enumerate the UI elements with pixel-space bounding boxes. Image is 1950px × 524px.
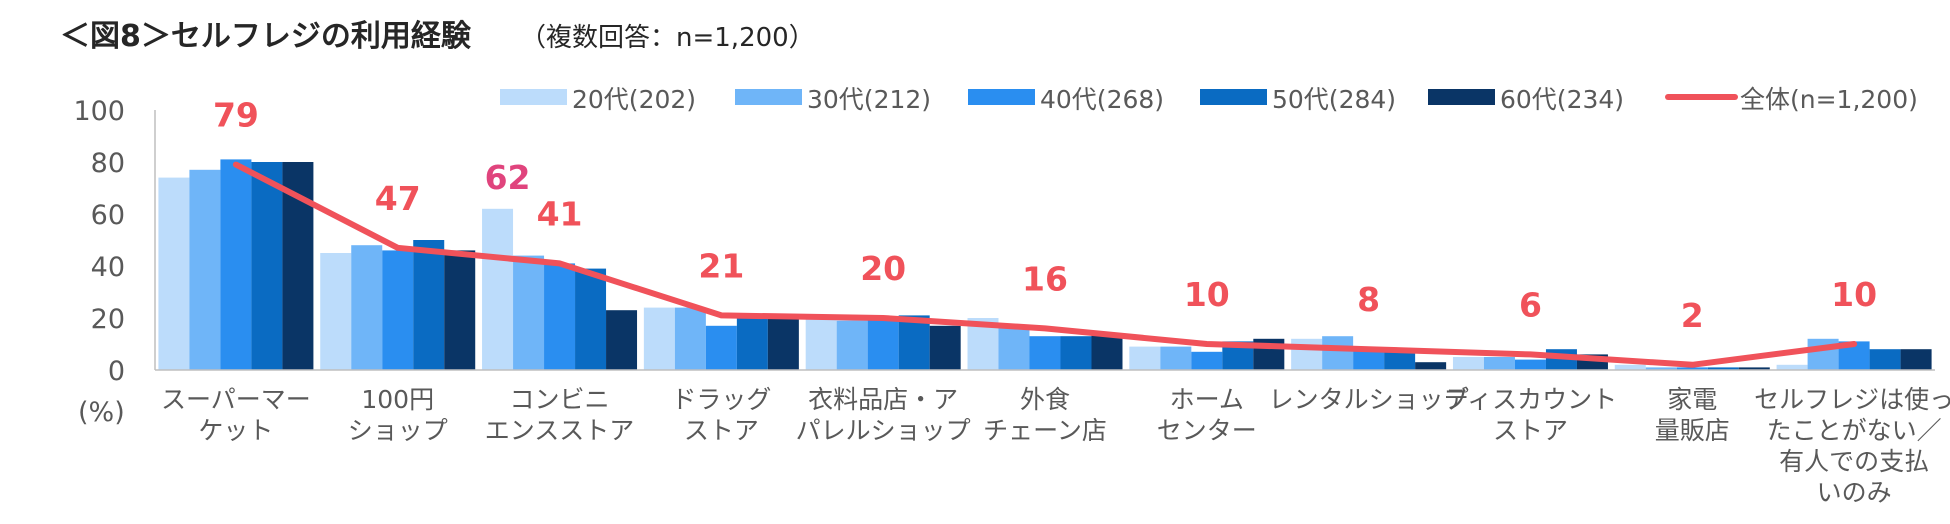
bar (351, 245, 383, 370)
bar (1129, 346, 1161, 370)
bar (836, 320, 868, 370)
bar (575, 268, 607, 370)
category-label: ディスカウントストア (1444, 385, 1617, 445)
total-line (232, 161, 1858, 368)
bar (513, 255, 545, 370)
category-label: 家電量販店 (1655, 385, 1730, 445)
bar (736, 318, 768, 370)
bar (1676, 367, 1708, 370)
bar (220, 159, 252, 370)
legend-swatch (968, 89, 1035, 105)
bar (1900, 349, 1932, 370)
legend-label: 50代(284) (1272, 85, 1396, 114)
bar (1415, 362, 1447, 370)
data-label: 10 (1184, 275, 1230, 314)
legend-label: 40代(268) (1040, 85, 1164, 114)
bar (705, 325, 737, 370)
data-label: 8 (1357, 280, 1380, 319)
bar (606, 310, 638, 370)
x-axis: スーパーマーケット 100円ショップコンビニエンスストアドラッグストア衣料品店・ア… (155, 369, 1950, 507)
legend: 20代(202) 30代(212) 40代(268) 50代(284) 60代(234)… (500, 85, 1918, 114)
bar (1869, 349, 1901, 370)
y-axis: 0 20 40 60 80 100 (73, 96, 156, 387)
bar (1191, 351, 1223, 370)
category-label: レンタルショップ (1269, 385, 1469, 414)
data-label: 2 (1681, 296, 1704, 335)
category-label: ドラッグストア (671, 385, 771, 445)
legend-swatch (500, 89, 567, 105)
bar (1353, 349, 1385, 370)
bar (1483, 357, 1515, 370)
legend-swatch (1200, 89, 1267, 105)
category-label: セルフレジは使ったことがない／有人での支払いのみ (1754, 385, 1950, 507)
data-label: 16 (1022, 259, 1068, 298)
y-tick-label: 0 (108, 356, 125, 387)
legend-label: 20代(202) (572, 85, 696, 114)
bar (674, 307, 706, 370)
bar (444, 250, 476, 370)
data-label: 21 (698, 246, 744, 285)
bar (998, 325, 1030, 370)
chart-title: ＜図8＞セルフレジの利用経験 (60, 19, 472, 54)
data-label: 41 (537, 194, 583, 233)
bar (320, 253, 352, 370)
y-tick-label: 100 (73, 96, 125, 127)
data-label: 6 (1519, 285, 1542, 324)
legend-swatch (735, 89, 802, 105)
category-label: 衣料品店・アパレルショップ (796, 385, 971, 445)
bar (805, 318, 837, 370)
bar (1384, 351, 1416, 370)
bar (1291, 338, 1323, 370)
bar (1160, 346, 1192, 370)
bar (251, 162, 283, 370)
bar (1452, 357, 1484, 370)
legend-label: 60代(234) (1500, 85, 1624, 114)
bar (643, 307, 675, 370)
category-label: ホームセンター (1157, 385, 1257, 445)
bars (158, 159, 1932, 370)
bar (867, 318, 899, 370)
bar (158, 177, 190, 370)
total-line-series (232, 161, 1858, 368)
bar (1060, 336, 1092, 370)
bar (767, 315, 799, 370)
bar (544, 263, 576, 370)
category-label: スーパーマーケット (161, 385, 311, 445)
data-label: 10 (1831, 275, 1877, 314)
bar (1091, 333, 1123, 370)
bar (1322, 336, 1354, 370)
bar (382, 250, 414, 370)
y-tick-label: 40 (91, 252, 125, 283)
bar (1738, 367, 1770, 370)
bar (1029, 336, 1061, 370)
data-label: 47 (375, 179, 421, 218)
chart-subtitle: （複数回答：n=1,200） (520, 23, 815, 53)
bar (929, 325, 961, 370)
legend-swatch (1428, 89, 1495, 105)
y-tick-label: 60 (91, 200, 125, 231)
data-label: 79 (213, 96, 259, 135)
bar (482, 208, 514, 370)
y-tick-label: 80 (91, 148, 125, 179)
bar (1514, 359, 1546, 370)
bar (189, 169, 221, 370)
bar (413, 240, 445, 370)
bar (1807, 338, 1839, 370)
bar (1645, 367, 1677, 370)
annotation-label: 62 (485, 158, 531, 197)
y-axis-unit: (%) (78, 397, 125, 428)
category-label: コンビニエンスストア (485, 385, 635, 445)
legend-label: 全体(n=1,200) (1740, 85, 1918, 114)
category-label: 100円ショップ (348, 385, 448, 445)
y-tick-label: 20 (91, 304, 125, 335)
category-label: 外食チェーン店 (983, 385, 1107, 445)
bar (1776, 364, 1808, 370)
bar (898, 315, 930, 370)
bar (1614, 364, 1646, 370)
data-label: 20 (860, 249, 906, 288)
bar (1707, 367, 1739, 370)
legend-label: 30代(212) (807, 85, 931, 114)
